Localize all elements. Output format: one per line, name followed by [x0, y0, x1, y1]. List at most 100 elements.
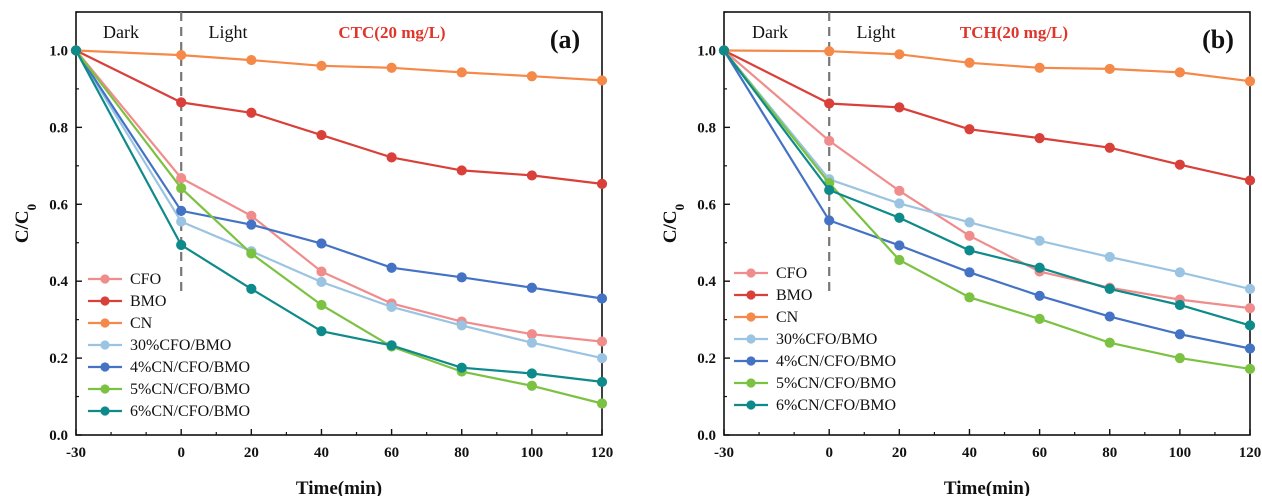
chart-panel-b: -30 0 20 40 60 80 100 120 0.0 0.2 0.4 0.6 0.8 1.0 Time…: [660, 11, 1261, 499]
x-axis-title: Time(min): [296, 478, 382, 496]
x-tick-label: -30: [66, 445, 86, 461]
data-point: [964, 230, 975, 241]
legend-entry: CFO: [88, 271, 161, 288]
data-point: [1174, 67, 1185, 78]
legend-label: 4%CN/CFO/BMO: [130, 359, 250, 376]
data-point: [316, 238, 327, 249]
legend-marker: [100, 296, 110, 306]
legend-entry: 30%CFO/BMO: [734, 331, 877, 348]
y-tick-label: 0.2: [49, 351, 68, 367]
data-point: [1244, 343, 1256, 354]
data-point: [894, 49, 905, 60]
series-5-cn-cfo-bmo: [718, 45, 1256, 374]
data-point: [824, 184, 835, 196]
legend-marker: [100, 362, 110, 372]
legend-marker: [746, 400, 756, 410]
legend-label: 5%CN/CFO/BMO: [776, 375, 896, 392]
data-point: [176, 183, 187, 194]
x-tick-label: 20: [244, 445, 259, 461]
series-line: [723, 49, 1251, 370]
data-point: [456, 320, 467, 331]
y-tick-label: 0.0: [49, 428, 68, 444]
data-point: [964, 124, 975, 135]
x-tick-label: 0: [177, 445, 185, 461]
legend-entry: 6%CN/CFO/BMO: [88, 403, 250, 420]
legend-marker: [746, 312, 756, 322]
legend-entry: BMO: [734, 287, 812, 304]
legend-label: BMO: [776, 287, 812, 304]
phase-label-light: Light: [857, 22, 896, 42]
y-tick-label: 0.2: [697, 351, 716, 367]
data-point: [1034, 313, 1045, 324]
legend-marker: [100, 340, 110, 350]
legend-label: CN: [776, 309, 799, 326]
data-point: [1244, 283, 1256, 294]
data-point: [246, 248, 257, 259]
data-point: [316, 129, 327, 141]
legend-marker: [100, 384, 110, 394]
x-tick-label: 40: [962, 445, 977, 461]
x-tick-label: 40: [314, 445, 329, 461]
series-line: [723, 49, 1251, 350]
chart-panel-a: -30 0 20 40 60 80 100 120 0.0 0.2 0.4 0.6 0.8 1.0 Time…: [12, 11, 613, 499]
legend-entry: CN: [734, 309, 799, 326]
data-point: [894, 185, 905, 196]
data-point: [1104, 311, 1115, 322]
y-tick-label: 0.4: [49, 274, 68, 290]
data-point: [456, 272, 467, 283]
series-6-cn-cfo-bmo: [70, 45, 608, 388]
data-point: [70, 45, 82, 56]
legend-label: BMO: [130, 293, 166, 310]
data-point: [964, 57, 975, 68]
legend-marker: [746, 268, 756, 278]
legend-entry: 5%CN/CFO/BMO: [734, 375, 896, 392]
data-point: [456, 67, 467, 78]
legend-label: 30%CFO/BMO: [130, 337, 231, 354]
legend-label: 6%CN/CFO/BMO: [776, 397, 896, 414]
data-point: [824, 135, 835, 146]
data-point: [1034, 262, 1045, 273]
data-point: [824, 46, 835, 57]
data-point: [964, 217, 975, 228]
y-tick-label: 0.6: [49, 197, 68, 213]
data-point: [386, 262, 397, 273]
pollutant-annotation: TCH(20 mg/L): [960, 23, 1068, 42]
data-point: [1034, 62, 1045, 73]
legend-entry: 5%CN/CFO/BMO: [88, 381, 250, 398]
data-point: [894, 198, 905, 209]
panel-label: (a): [550, 25, 580, 54]
data-point: [1174, 299, 1185, 311]
legend-marker: [100, 318, 110, 328]
data-point: [1174, 329, 1185, 340]
data-point: [526, 170, 537, 181]
phase-label-light: Light: [209, 22, 248, 42]
legend-label: 4%CN/CFO/BMO: [776, 353, 896, 370]
legend-label: CFO: [776, 265, 807, 282]
data-point: [456, 165, 467, 176]
y-axis-title-main: C/C: [660, 210, 681, 243]
data-point: [316, 276, 327, 288]
legend-label: CFO: [130, 271, 161, 288]
data-point: [596, 178, 608, 189]
data-point: [526, 282, 537, 293]
series-line: [75, 49, 603, 360]
data-point: [316, 299, 327, 311]
data-point: [246, 54, 257, 66]
data-point: [1104, 63, 1115, 75]
data-point: [1104, 142, 1115, 153]
legend-marker: [100, 274, 110, 284]
y-axis-title-main: C/C: [12, 210, 33, 243]
y-tick-label: 1.0: [697, 43, 716, 59]
y-axis-title-subscript: 0: [672, 204, 687, 211]
series-line: [75, 49, 603, 343]
series-line: [75, 49, 603, 405]
data-point: [824, 215, 835, 226]
data-point: [246, 283, 257, 294]
series-6-cn-cfo-bmo: [718, 45, 1256, 331]
y-axis-title: C/C0: [660, 204, 687, 243]
phase-label-dark: Dark: [103, 22, 139, 42]
series-4-cn-cfo-bmo: [70, 45, 608, 304]
series-line: [723, 49, 1251, 83]
phase-label-dark: Dark: [752, 22, 788, 42]
